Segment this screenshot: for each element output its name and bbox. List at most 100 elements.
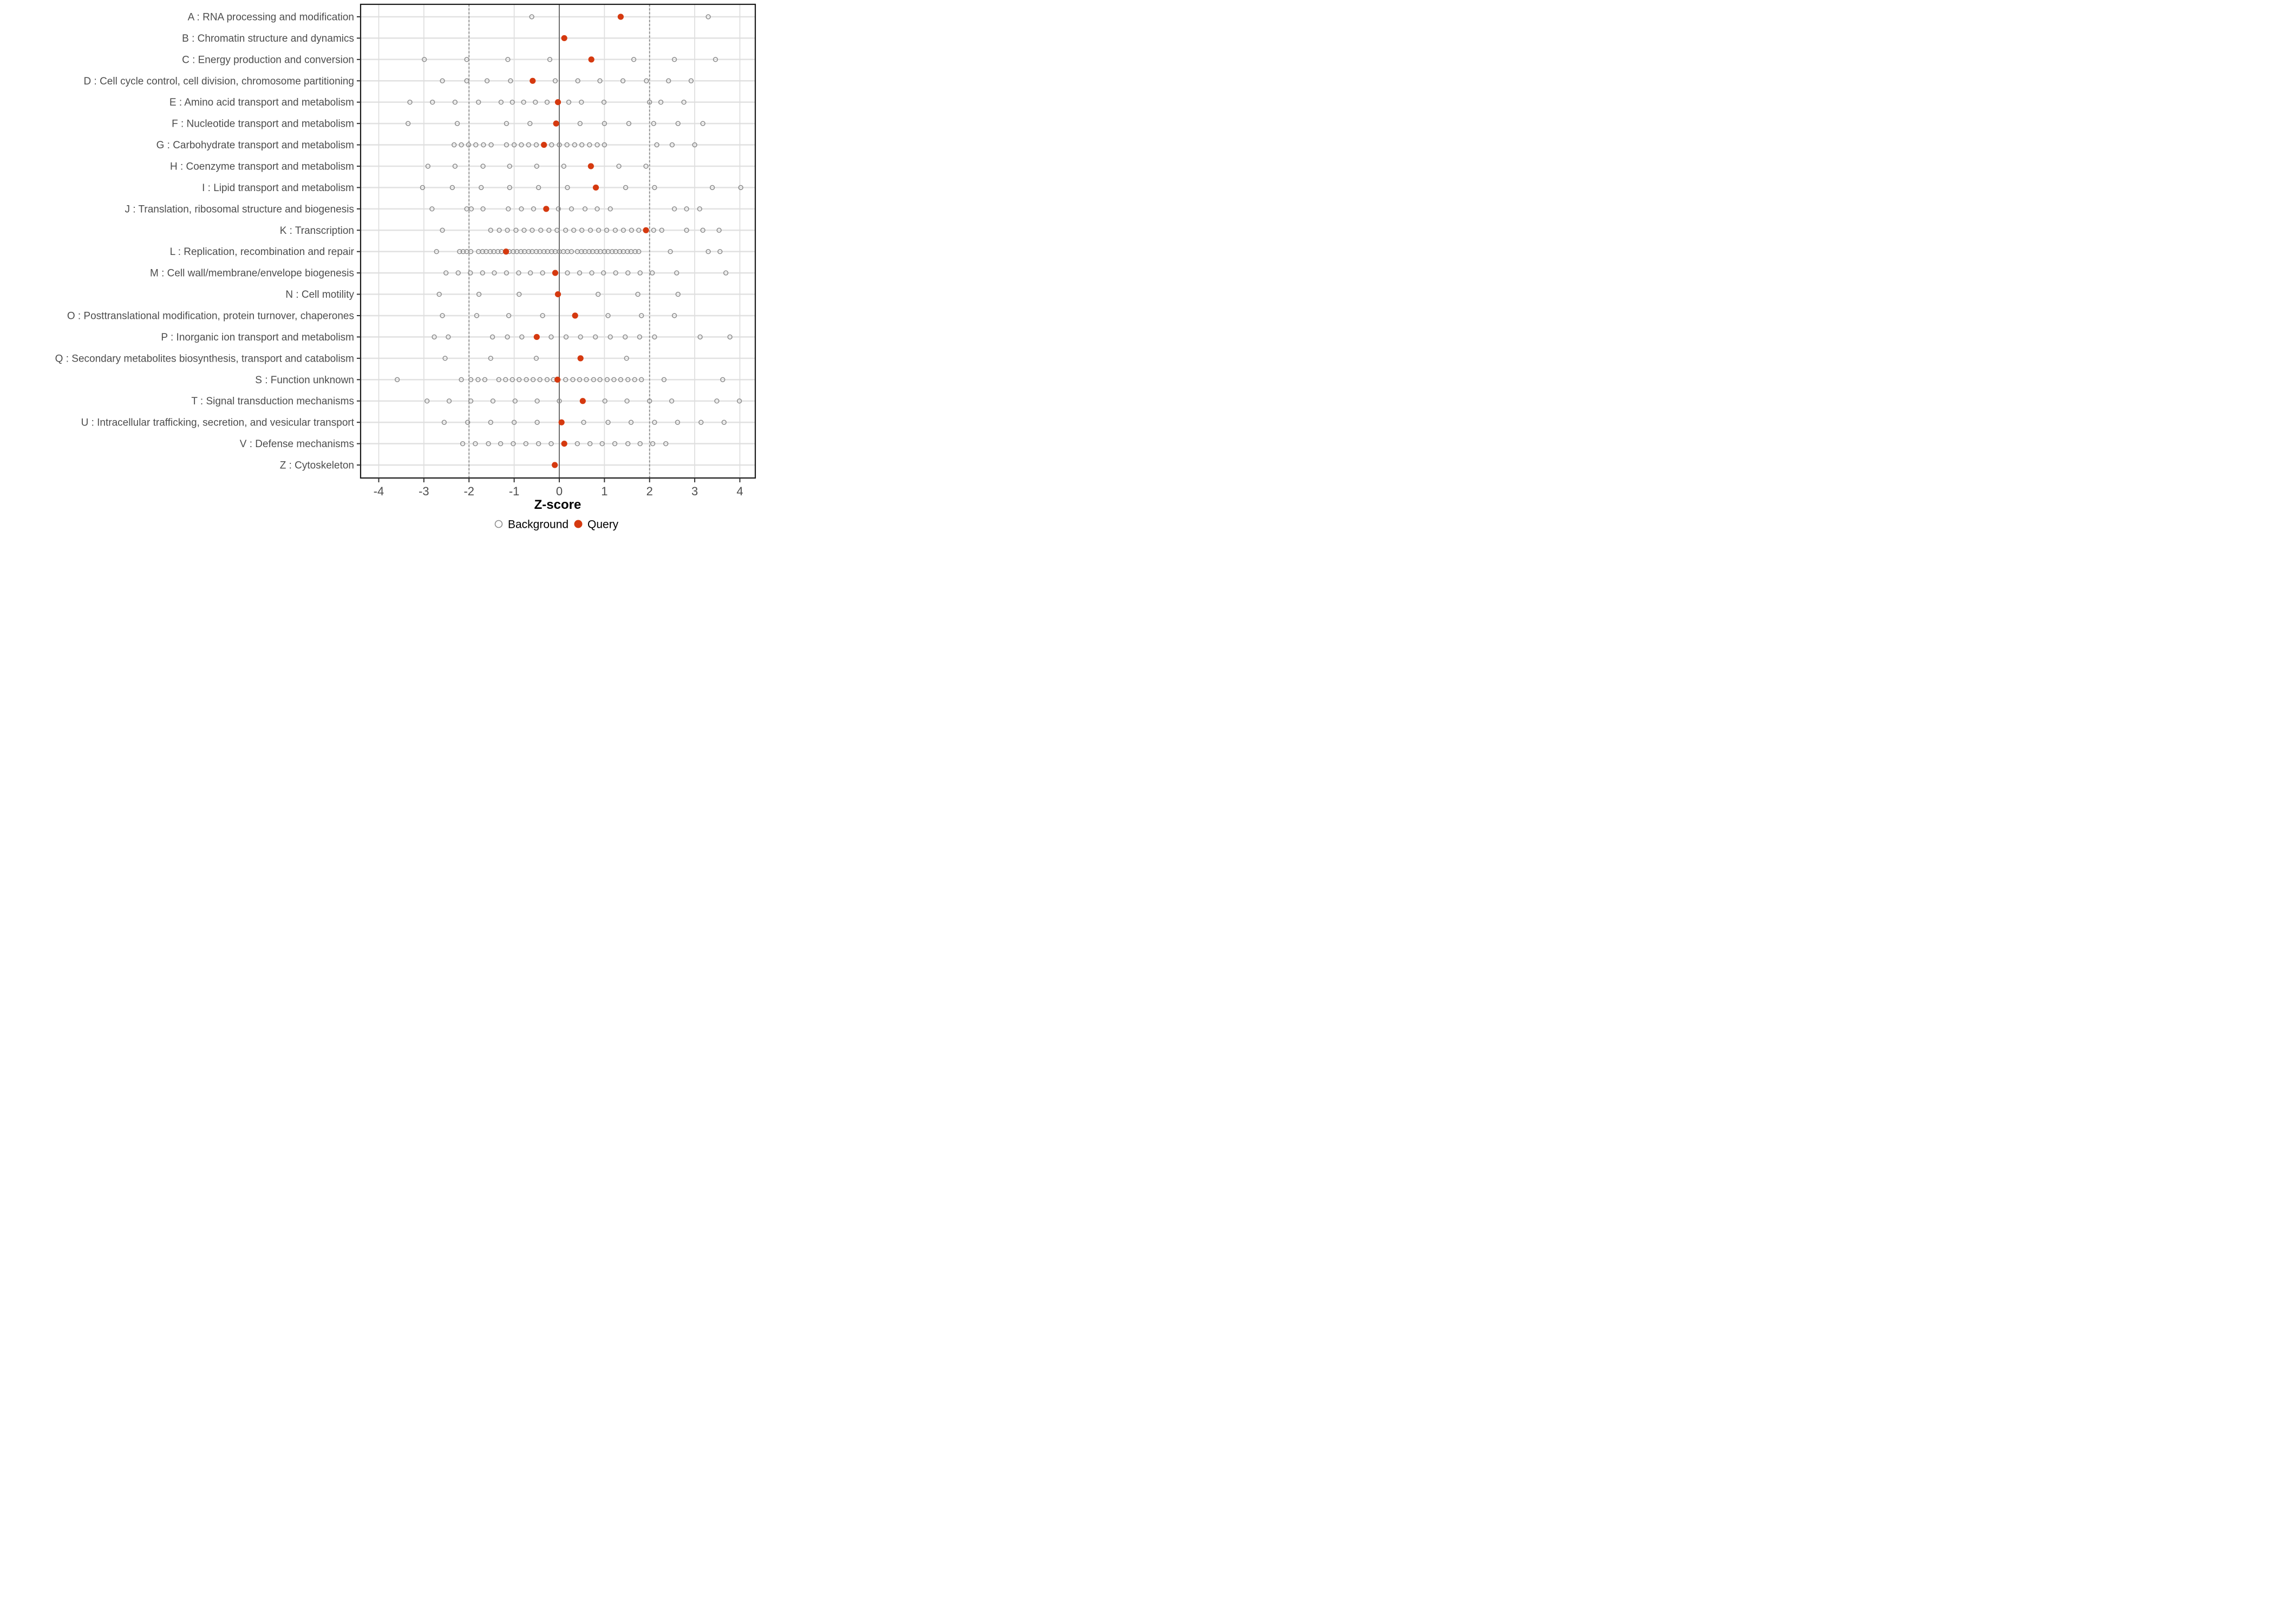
background-point — [519, 334, 525, 340]
background-point — [574, 441, 580, 447]
background-point — [697, 334, 703, 340]
background-point — [577, 377, 583, 382]
background-point — [459, 377, 464, 382]
background-point — [723, 270, 729, 276]
y-axis-label: I : Lipid transport and metabolism — [202, 182, 354, 194]
background-point — [609, 249, 615, 254]
y-axis-label: V : Defense mechanisms — [240, 438, 354, 450]
background-point — [556, 206, 561, 212]
background-point — [517, 377, 522, 382]
background-point — [625, 441, 631, 447]
x-tick-label: 1 — [601, 484, 607, 498]
background-point — [479, 185, 484, 191]
background-point — [557, 142, 562, 148]
background-point — [464, 57, 469, 62]
background-point — [586, 249, 592, 254]
y-axis-label: J : Translation, ribosomal structure and… — [125, 204, 355, 215]
background-point — [455, 270, 461, 276]
background-point — [468, 270, 473, 276]
background-point — [468, 206, 474, 212]
background-point — [527, 270, 533, 276]
background-point — [637, 270, 643, 276]
x-tick-label: -1 — [509, 484, 520, 498]
background-point — [700, 227, 705, 233]
background-point — [625, 270, 631, 276]
background-point — [506, 206, 511, 212]
background-point — [441, 420, 447, 425]
background-point — [611, 377, 617, 382]
background-point — [557, 398, 562, 404]
query-point — [592, 184, 599, 191]
background-point — [504, 270, 509, 276]
background-point — [480, 249, 485, 254]
query-point — [572, 312, 578, 319]
background-point — [407, 100, 413, 105]
background-point — [616, 163, 622, 169]
background-point — [517, 291, 522, 297]
background-point — [529, 14, 534, 19]
background-point — [554, 227, 560, 233]
background-point — [568, 206, 574, 212]
y-axis-label: F : Nucleotide transport and metabolism — [172, 119, 354, 130]
background-point — [620, 227, 626, 233]
background-point — [625, 249, 630, 254]
background-point — [575, 78, 580, 83]
background-point — [709, 185, 715, 191]
background-point — [578, 334, 583, 340]
query-legend-marker-icon — [574, 520, 583, 528]
background-point — [661, 377, 667, 382]
background-point — [534, 398, 540, 404]
background-point — [566, 100, 572, 105]
background-point — [429, 206, 435, 212]
query-point — [577, 355, 584, 362]
background-point — [601, 100, 607, 105]
background-point — [579, 142, 585, 148]
background-point — [713, 57, 718, 62]
background-point — [650, 441, 656, 447]
background-point — [535, 441, 541, 447]
background-point — [624, 398, 630, 404]
background-point — [716, 227, 722, 233]
background-point — [692, 142, 697, 148]
x-tick-label: 0 — [556, 484, 563, 498]
background-point — [511, 420, 517, 425]
background-point — [518, 249, 524, 254]
background-point — [452, 163, 458, 169]
background-point — [511, 441, 516, 447]
background-point — [505, 227, 510, 233]
background-point — [486, 441, 491, 447]
background-point — [504, 121, 509, 126]
background-point — [565, 185, 570, 191]
background-point — [579, 249, 584, 254]
background-point — [599, 441, 605, 447]
x-tick-label: 3 — [691, 484, 698, 498]
background-point — [659, 227, 664, 233]
background-point — [424, 398, 430, 404]
background-point — [652, 334, 657, 340]
background-point — [468, 249, 474, 254]
background-point — [505, 57, 511, 62]
background-point — [568, 249, 574, 254]
background-point — [593, 334, 598, 340]
background-point — [544, 377, 550, 382]
background-point — [492, 270, 497, 276]
background-point — [688, 78, 694, 83]
y-axis-label: K : Transcription — [280, 225, 354, 237]
background-point — [505, 334, 510, 340]
background-point — [468, 377, 474, 382]
background-point — [587, 441, 593, 447]
background-point — [705, 14, 711, 19]
background-point — [519, 206, 524, 212]
background-point — [605, 313, 611, 318]
background-point — [582, 206, 588, 212]
y-axis-label: G : Carbohydrate transport and metabolis… — [156, 140, 354, 151]
background-point — [697, 206, 702, 212]
background-point — [631, 57, 637, 62]
background-point — [506, 313, 512, 318]
background-point — [440, 227, 445, 233]
background-point — [422, 57, 427, 62]
y-axis-labels: A : RNA processing and modification B : C… — [55, 12, 355, 472]
background-point — [488, 227, 493, 233]
background-point — [537, 377, 543, 382]
background-point — [509, 100, 515, 105]
